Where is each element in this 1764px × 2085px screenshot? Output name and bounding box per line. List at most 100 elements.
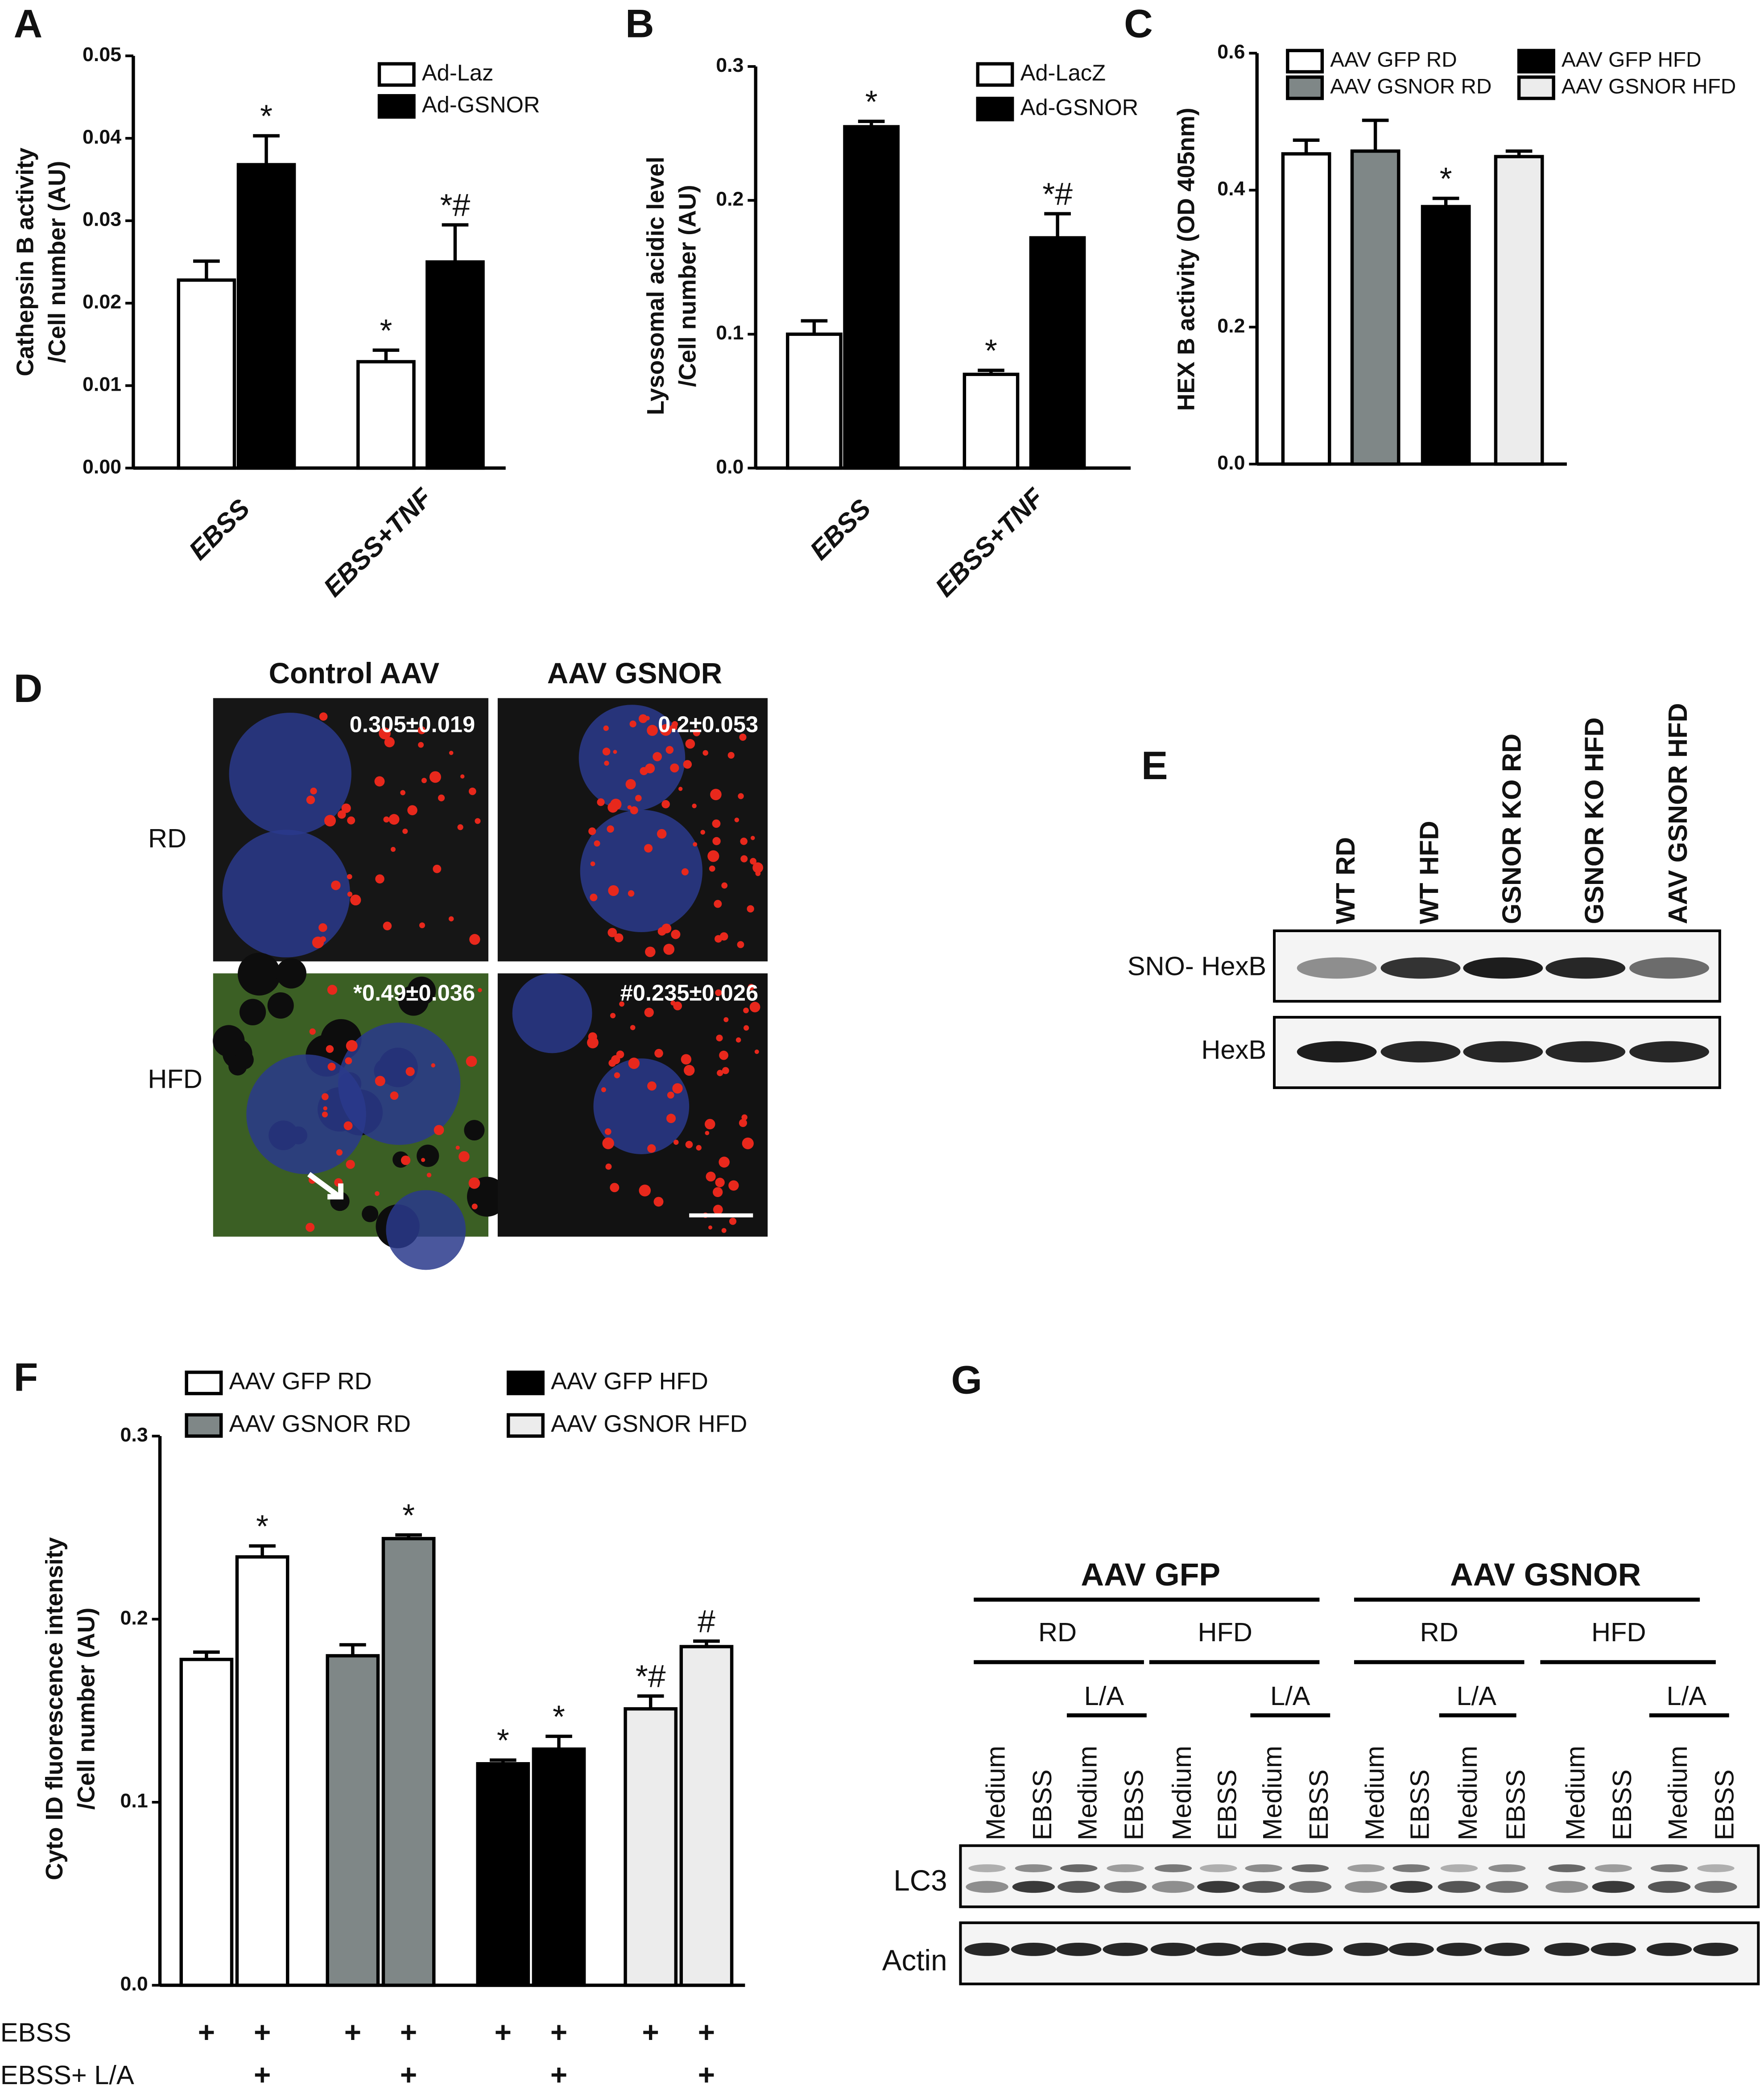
condition-mark: +: [254, 2058, 271, 2085]
band: [1440, 1864, 1478, 1872]
bar: [786, 332, 843, 470]
lysosome: [468, 1177, 480, 1189]
lysosome: [390, 846, 396, 852]
treatment-label: L/A: [1084, 1681, 1124, 1711]
band: [1107, 1864, 1144, 1872]
lysosome: [619, 1001, 624, 1007]
band: [1287, 1942, 1333, 1956]
lysosome: [752, 862, 764, 873]
legend-label: Ad-GSNOR: [1020, 95, 1139, 120]
lysosome: [657, 927, 666, 936]
x-tick-label: EBSS+TNF: [318, 482, 438, 603]
lipid-droplet: [407, 976, 436, 1005]
legend-swatch: [506, 1371, 545, 1396]
lysosome: [657, 829, 667, 839]
nucleus: [593, 1058, 690, 1154]
annotation: *#: [440, 187, 471, 223]
lysosome: [683, 760, 692, 769]
lysosome: [429, 771, 441, 783]
quant-value: 0.2±0.053: [658, 711, 758, 737]
band: [1648, 1881, 1691, 1893]
lysosome: [478, 988, 482, 992]
legend-swatch: [1286, 49, 1324, 74]
lysosome: [426, 1173, 432, 1177]
lysosome: [670, 723, 678, 731]
error-bar: [1432, 197, 1459, 207]
lysosome: [713, 1205, 723, 1215]
error-bar: [1293, 138, 1320, 154]
lysosome: [375, 1076, 385, 1086]
error-bar: [372, 348, 400, 362]
band: [1011, 1942, 1057, 1956]
y-axis-label: /Cell number (AU): [674, 185, 701, 387]
lane-label: GSNOR KO RD: [1496, 734, 1526, 924]
lysosome: [320, 936, 326, 942]
lysosome: [343, 1121, 353, 1131]
band: [1245, 1864, 1282, 1872]
lysosome: [345, 1057, 352, 1065]
band: [1380, 957, 1461, 979]
lysosome: [635, 795, 642, 801]
lysosome: [388, 814, 400, 825]
legend-swatch: [976, 96, 1014, 122]
lysosome: [647, 1081, 657, 1091]
lysosome: [748, 983, 755, 991]
lysosome: [607, 825, 614, 833]
lipid-droplet: [417, 1144, 439, 1167]
annotation: *: [865, 84, 878, 120]
lysosome: [678, 787, 683, 791]
legend-swatch: [185, 1413, 223, 1438]
y-tick-label: 0.1: [120, 1790, 148, 1812]
lysosome: [692, 803, 697, 809]
legend-swatch: [377, 94, 416, 119]
annotation: *#: [636, 1659, 666, 1694]
lysosome: [628, 1057, 640, 1069]
error-bar: [637, 1694, 664, 1709]
error-bar: [801, 319, 828, 334]
lysosome: [685, 739, 695, 749]
lysosome: [604, 760, 609, 766]
lysosome: [383, 816, 390, 823]
lysosome: [670, 1000, 676, 1006]
lysosome: [706, 1172, 716, 1182]
lane-label: EBSS: [1405, 1769, 1435, 1840]
error-bar: [1505, 149, 1533, 157]
lysosome: [405, 1067, 415, 1076]
lysosome: [433, 864, 442, 873]
lysosome: [603, 725, 609, 731]
lysosome: [602, 747, 611, 756]
bar: [1281, 152, 1331, 466]
nucleus: [580, 809, 702, 933]
band: [1241, 1942, 1286, 1956]
error-bar: [858, 120, 885, 127]
condition-label: EBSS+ L/A: [0, 2060, 134, 2085]
legend-label: Ad-GSNOR: [422, 92, 540, 117]
lane-label: Medium: [1663, 1746, 1693, 1840]
y-tick-label: 0.1: [716, 322, 744, 344]
lysosome: [729, 1218, 737, 1225]
band: [1060, 1864, 1098, 1872]
legend-label: AAV GSNOR RD: [229, 1410, 411, 1437]
column-label: Control AAV: [269, 657, 440, 689]
lysosome: [717, 1069, 723, 1076]
lysosome: [457, 824, 463, 830]
lysosome: [715, 935, 723, 943]
lysosome: [663, 944, 675, 955]
lysosome: [743, 1007, 749, 1013]
lysosome: [672, 1083, 683, 1094]
condition-mark: +: [254, 2016, 271, 2048]
lysosome: [707, 850, 719, 862]
lysosome: [448, 916, 454, 921]
lysosome: [327, 985, 338, 995]
treatment-label: L/A: [1667, 1681, 1707, 1711]
condition-mark: +: [344, 2016, 361, 2048]
lysosome: [318, 923, 327, 932]
lysosome: [417, 726, 426, 735]
lysosome: [734, 817, 739, 822]
error-bar: [489, 1758, 516, 1764]
band: [1629, 957, 1709, 979]
lysosome: [723, 1017, 729, 1022]
lysosome: [597, 798, 605, 806]
annotation: *: [402, 1498, 415, 1533]
lane-label: EBSS: [1212, 1769, 1242, 1840]
